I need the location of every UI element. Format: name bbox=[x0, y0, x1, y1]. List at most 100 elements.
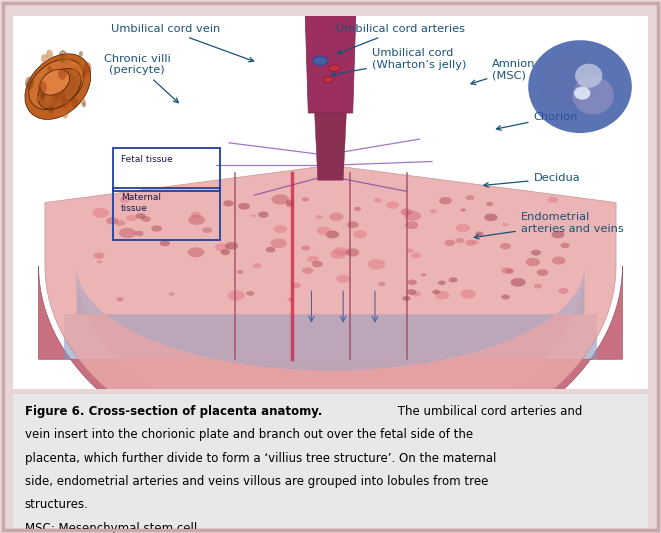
Circle shape bbox=[387, 201, 399, 209]
Ellipse shape bbox=[572, 76, 614, 115]
Circle shape bbox=[169, 293, 175, 296]
Circle shape bbox=[48, 66, 52, 72]
Circle shape bbox=[432, 289, 440, 294]
Circle shape bbox=[336, 275, 350, 282]
Text: The umbilical cord arteries and: The umbilical cord arteries and bbox=[394, 405, 582, 418]
Circle shape bbox=[215, 243, 229, 252]
Circle shape bbox=[272, 194, 289, 205]
Circle shape bbox=[237, 270, 243, 274]
Circle shape bbox=[485, 214, 498, 221]
Circle shape bbox=[225, 242, 238, 250]
Circle shape bbox=[238, 203, 250, 209]
Circle shape bbox=[116, 220, 126, 226]
Circle shape bbox=[116, 297, 124, 302]
Circle shape bbox=[71, 66, 79, 77]
Circle shape bbox=[301, 197, 309, 201]
Circle shape bbox=[460, 208, 466, 212]
Circle shape bbox=[266, 247, 276, 253]
Text: Umbilical cord arteries: Umbilical cord arteries bbox=[336, 24, 465, 54]
Circle shape bbox=[251, 214, 256, 217]
Circle shape bbox=[537, 269, 548, 276]
Circle shape bbox=[160, 240, 170, 246]
Circle shape bbox=[44, 95, 51, 104]
Circle shape bbox=[403, 296, 410, 301]
Circle shape bbox=[316, 215, 323, 219]
Circle shape bbox=[119, 197, 130, 203]
Circle shape bbox=[40, 94, 45, 100]
Circle shape bbox=[511, 278, 525, 287]
Circle shape bbox=[246, 291, 254, 296]
Circle shape bbox=[270, 238, 287, 248]
Text: Figure 6. Cross-section of placenta anatomy.: Figure 6. Cross-section of placenta anat… bbox=[24, 405, 322, 418]
Circle shape bbox=[38, 81, 47, 94]
Circle shape bbox=[373, 198, 381, 203]
Circle shape bbox=[561, 243, 570, 248]
Circle shape bbox=[97, 260, 102, 263]
Circle shape bbox=[136, 213, 145, 219]
Text: vein insert into the chorionic plate and branch out over the fetal side of the: vein insert into the chorionic plate and… bbox=[24, 429, 473, 441]
Circle shape bbox=[63, 96, 69, 105]
Circle shape bbox=[227, 290, 245, 301]
Circle shape bbox=[188, 215, 205, 225]
Circle shape bbox=[83, 62, 91, 74]
Circle shape bbox=[345, 248, 359, 256]
Circle shape bbox=[46, 50, 53, 59]
Circle shape bbox=[475, 231, 483, 236]
Text: Chronic villi
(pericyte): Chronic villi (pericyte) bbox=[104, 54, 178, 103]
Circle shape bbox=[455, 238, 464, 243]
Circle shape bbox=[412, 292, 421, 297]
Circle shape bbox=[202, 227, 212, 233]
Circle shape bbox=[421, 273, 426, 277]
Circle shape bbox=[141, 216, 151, 222]
Text: Endometrial
arteries and veins: Endometrial arteries and veins bbox=[474, 212, 623, 239]
Circle shape bbox=[411, 253, 421, 259]
Circle shape bbox=[307, 256, 319, 263]
Circle shape bbox=[221, 249, 230, 255]
Circle shape bbox=[59, 91, 65, 100]
Circle shape bbox=[405, 221, 418, 229]
Circle shape bbox=[312, 261, 323, 267]
Circle shape bbox=[329, 213, 344, 221]
Circle shape bbox=[465, 195, 474, 200]
Text: Amnion
(MSC): Amnion (MSC) bbox=[471, 59, 536, 85]
Circle shape bbox=[329, 65, 340, 71]
Ellipse shape bbox=[539, 54, 599, 109]
Text: MSC: Mesenchymal stem cell.: MSC: Mesenchymal stem cell. bbox=[24, 522, 201, 533]
Circle shape bbox=[78, 61, 85, 72]
Circle shape bbox=[501, 295, 510, 300]
Circle shape bbox=[465, 240, 476, 246]
Circle shape bbox=[401, 208, 412, 215]
Polygon shape bbox=[315, 113, 346, 180]
Ellipse shape bbox=[528, 40, 632, 133]
Circle shape bbox=[313, 56, 328, 65]
Ellipse shape bbox=[38, 68, 81, 109]
Circle shape bbox=[26, 83, 29, 87]
Ellipse shape bbox=[40, 69, 69, 95]
Circle shape bbox=[559, 288, 568, 294]
Circle shape bbox=[126, 215, 137, 221]
Circle shape bbox=[330, 249, 346, 259]
Text: Fetal tissue: Fetal tissue bbox=[121, 155, 173, 164]
Circle shape bbox=[58, 67, 67, 80]
Polygon shape bbox=[45, 165, 616, 464]
Circle shape bbox=[323, 76, 333, 83]
Circle shape bbox=[274, 225, 287, 233]
Text: placenta, which further divide to form a ‘villius tree structure’. On the matern: placenta, which further divide to form a… bbox=[24, 451, 496, 465]
Ellipse shape bbox=[574, 86, 590, 100]
Circle shape bbox=[119, 228, 136, 238]
Circle shape bbox=[347, 221, 358, 228]
Text: Maternal
tissue: Maternal tissue bbox=[121, 193, 161, 213]
Circle shape bbox=[77, 75, 81, 81]
Circle shape bbox=[288, 297, 293, 301]
FancyBboxPatch shape bbox=[13, 16, 648, 389]
Circle shape bbox=[430, 209, 437, 213]
Text: Chorion: Chorion bbox=[496, 112, 578, 130]
Circle shape bbox=[61, 98, 69, 108]
Circle shape bbox=[486, 202, 493, 206]
Text: Decidua: Decidua bbox=[484, 173, 580, 187]
Circle shape bbox=[460, 289, 476, 298]
Circle shape bbox=[506, 269, 514, 273]
Circle shape bbox=[353, 230, 367, 238]
Circle shape bbox=[253, 263, 262, 268]
Circle shape bbox=[41, 54, 48, 63]
